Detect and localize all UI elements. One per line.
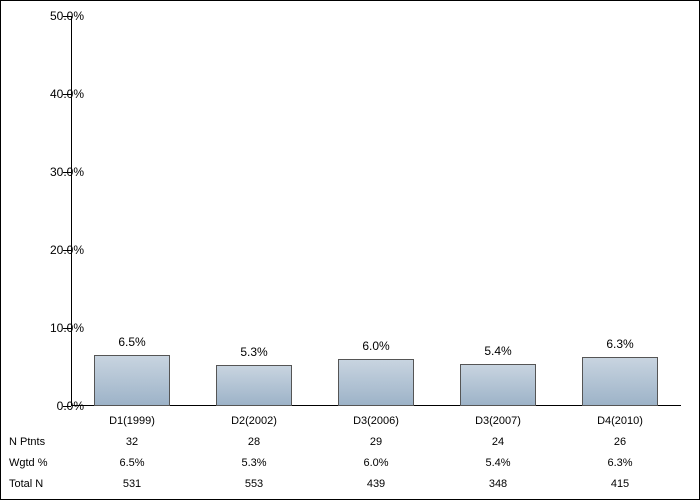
bar [460, 364, 536, 406]
table-row-label: Total N [9, 478, 43, 490]
bar-value-label: 6.5% [118, 335, 145, 349]
category-label: D2(2002) [231, 415, 277, 427]
table-row-label: N Ptnts [9, 436, 45, 448]
category-label: D1(1999) [109, 415, 155, 427]
table-cell: 6.5% [119, 457, 144, 469]
ytick-label: 0.0% [57, 399, 84, 413]
table-cell: 439 [367, 478, 385, 490]
bar [216, 365, 292, 406]
category-label: D3(2007) [475, 415, 521, 427]
table-cell: 6.3% [607, 457, 632, 469]
chart-container: 6.5% 5.3% 6.0% 5.4% 6.3% 0.0% 10.0% 20.0% 30.0%… [0, 0, 700, 500]
bar [338, 359, 414, 406]
plot-area: 6.5% 5.3% 6.0% 5.4% 6.3% [71, 16, 681, 406]
table-cell: 553 [245, 478, 263, 490]
table-cell: 531 [123, 478, 141, 490]
table-cell: 5.3% [241, 457, 266, 469]
bar [582, 357, 658, 406]
table-cell: 348 [489, 478, 507, 490]
bar-value-label: 6.3% [606, 337, 633, 351]
ytick-label: 30.0% [50, 165, 84, 179]
table-cell: 24 [492, 436, 504, 448]
ytick-label: 20.0% [50, 243, 84, 257]
category-label: D4(2010) [597, 415, 643, 427]
table-cell: 32 [126, 436, 138, 448]
table-cell: 6.0% [363, 457, 388, 469]
category-label: D3(2006) [353, 415, 399, 427]
bar-value-label: 6.0% [362, 339, 389, 353]
bar-value-label: 5.4% [484, 344, 511, 358]
y-axis [71, 16, 72, 406]
table-cell: 415 [611, 478, 629, 490]
ytick-label: 40.0% [50, 87, 84, 101]
ytick-label: 10.0% [50, 321, 84, 335]
table-cell: 26 [614, 436, 626, 448]
table-row-label: Wgtd % [9, 457, 48, 469]
table-cell: 28 [248, 436, 260, 448]
table-cell: 5.4% [485, 457, 510, 469]
bar-value-label: 5.3% [240, 345, 267, 359]
ytick-label: 50.0% [50, 9, 84, 23]
table-cell: 29 [370, 436, 382, 448]
bar [94, 355, 170, 406]
